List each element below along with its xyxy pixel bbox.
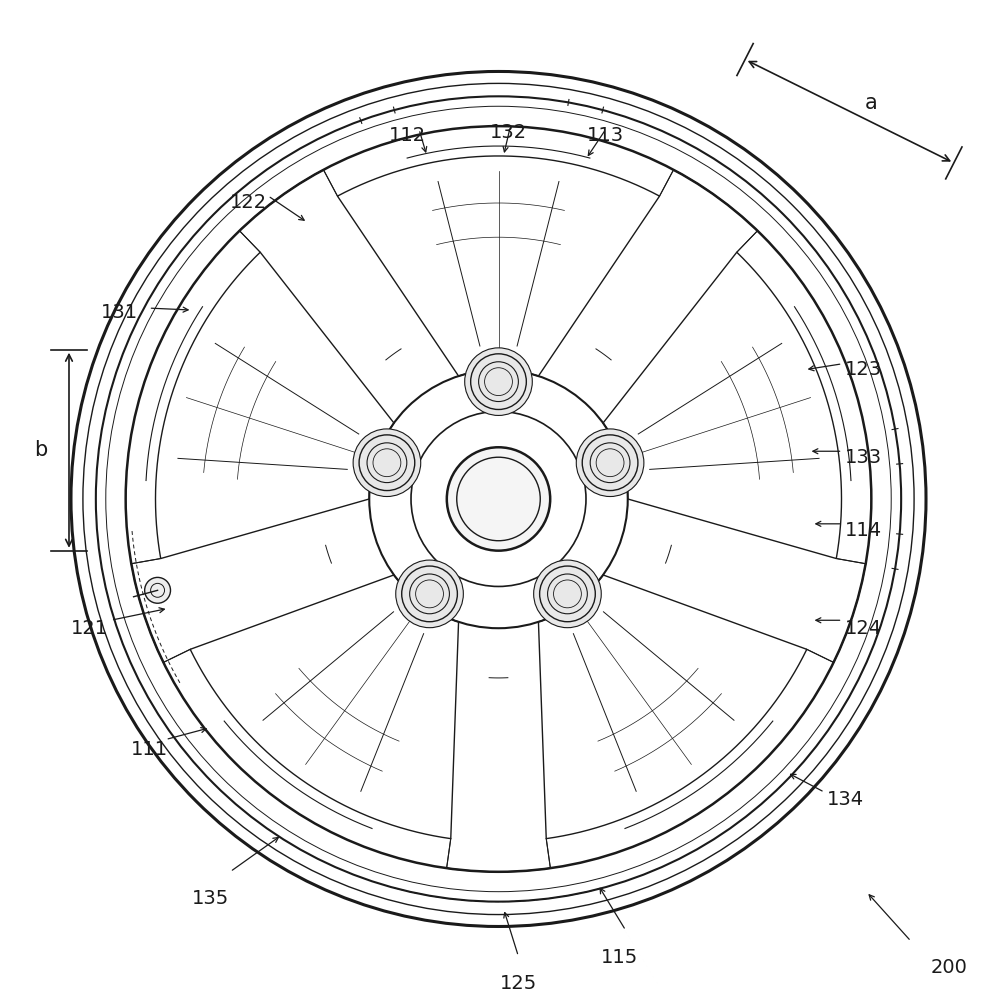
Text: 122: 122 [229,193,266,212]
Text: b: b [35,440,48,460]
Text: 113: 113 [587,126,624,145]
Circle shape [145,577,170,603]
Text: 111: 111 [131,740,167,759]
Circle shape [447,447,550,551]
Text: 124: 124 [844,619,881,638]
Text: 134: 134 [827,790,863,809]
Text: 135: 135 [191,889,228,908]
Text: 125: 125 [499,974,537,993]
Text: 112: 112 [389,126,426,145]
Text: 131: 131 [101,303,138,322]
Text: a: a [865,93,877,113]
Circle shape [465,348,532,415]
Text: 133: 133 [844,448,881,467]
Circle shape [533,560,601,628]
Text: 123: 123 [844,360,881,379]
Circle shape [353,429,421,497]
Text: 200: 200 [931,958,968,977]
Text: 121: 121 [71,619,108,638]
Circle shape [576,429,644,497]
Text: 114: 114 [844,521,881,540]
Text: 132: 132 [490,123,527,142]
Text: 115: 115 [601,948,638,967]
Circle shape [396,560,464,628]
